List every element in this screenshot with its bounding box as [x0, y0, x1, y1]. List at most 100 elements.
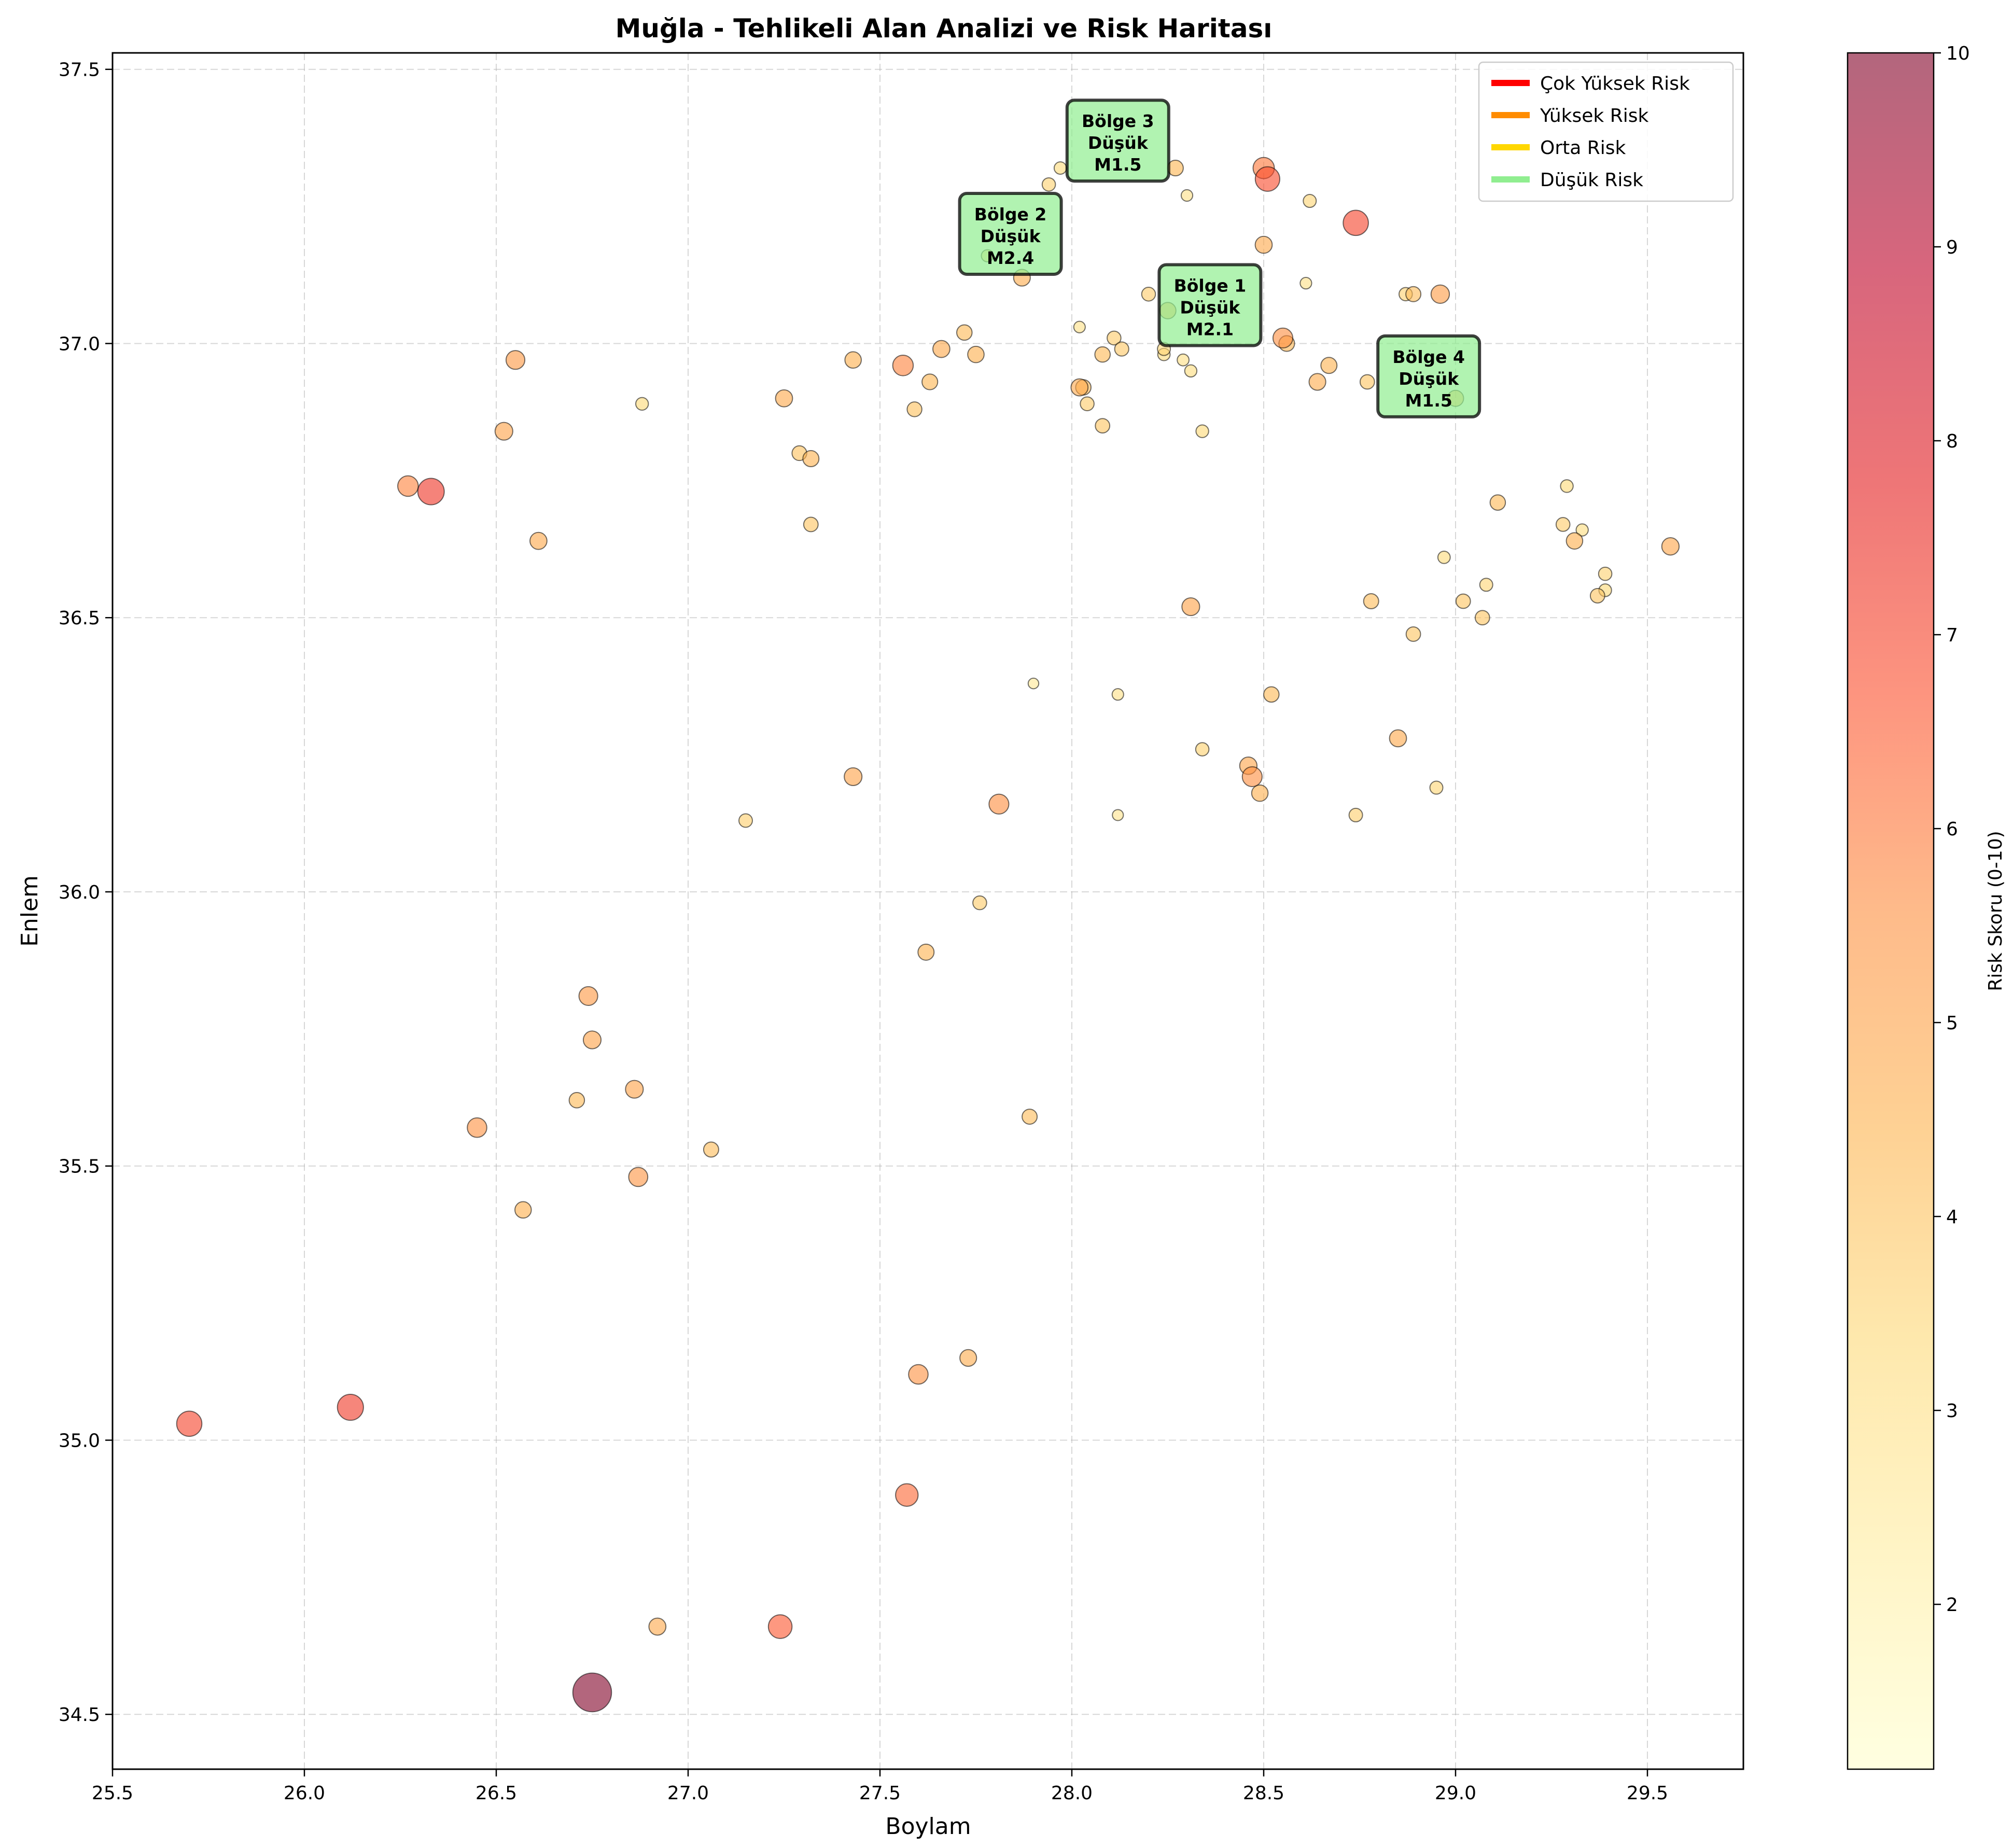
colorbar-tick-label: 3: [1946, 1401, 1958, 1422]
legend-label: Düşük Risk: [1540, 170, 1643, 191]
annotation-text: Bölge 1: [1174, 275, 1247, 296]
grid-lines: [112, 53, 1743, 1769]
data-point: [972, 895, 987, 911]
data-point: [1343, 209, 1369, 236]
data-point: [1263, 686, 1280, 703]
data-point: [1308, 373, 1326, 391]
data-point: [578, 986, 598, 1006]
data-point: [738, 813, 753, 828]
data-point: [844, 767, 863, 787]
data-point: [1184, 364, 1198, 378]
data-point: [505, 350, 526, 370]
annotation-box: [1065, 99, 1170, 183]
colorbar-tick-label: 2: [1946, 1594, 1958, 1616]
x-axis-ticks: 25.5 26.0 26.5 27.0 27.5 28.0 28.5 29.0 29.5: [92, 1769, 1668, 1804]
data-point: [1479, 578, 1493, 592]
x-tick-label: 29.5: [1627, 1783, 1668, 1804]
data-point: [514, 1201, 532, 1219]
y-axis-label: Enlem: [17, 875, 43, 947]
data-point: [1094, 346, 1111, 363]
legend-label: Yüksek Risk: [1540, 105, 1648, 127]
data-point: [803, 516, 819, 533]
data-point: [1080, 396, 1095, 412]
data-point: [1195, 424, 1209, 438]
colorbar-tick-label: 7: [1946, 625, 1958, 646]
plot-frame: [111, 52, 1744, 1770]
y-tick-label: 34.5: [59, 1704, 100, 1726]
colorbar-tick-label: 8: [1946, 431, 1958, 452]
legend-label: Orta Risk: [1540, 137, 1626, 159]
data-point: [582, 1030, 602, 1049]
data-point: [1241, 766, 1263, 788]
data-point: [1041, 177, 1056, 192]
data-point: [703, 1141, 719, 1158]
data-point: [1389, 729, 1407, 748]
data-point: [844, 351, 862, 369]
annotation-box: [1157, 263, 1263, 347]
data-point: [1107, 330, 1122, 346]
data-point: [529, 531, 548, 550]
data-point: [572, 1672, 612, 1713]
colorbar-ticks: 2 3 4 5 6 7 8 9 10: [1934, 43, 1970, 1616]
data-point: [1073, 320, 1086, 333]
data-point: [1437, 551, 1451, 564]
colorbar-tick-label: 6: [1946, 819, 1958, 840]
data-point: [1053, 161, 1067, 175]
x-tick-label: 27.0: [667, 1783, 709, 1804]
data-point: [397, 475, 419, 497]
data-point: [908, 1364, 929, 1385]
y-tick-label: 36.0: [59, 882, 100, 903]
data-point: [628, 1167, 649, 1187]
annotation-box: [958, 191, 1063, 276]
annotation-text: Düşük: [1180, 297, 1240, 317]
annotation-text: Bölge 3: [1082, 111, 1154, 131]
annotation-text: Düşük: [981, 226, 1041, 246]
annotation-text: Bölge 2: [974, 204, 1047, 225]
data-point: [1027, 677, 1040, 690]
data-point: [1555, 517, 1571, 532]
data-point: [625, 1080, 644, 1099]
y-tick-label: 35.5: [59, 1156, 100, 1178]
data-points: [176, 157, 1680, 1713]
data-point: [1303, 194, 1317, 208]
colorbar: [1847, 52, 1935, 1770]
data-point: [1111, 688, 1124, 701]
data-point: [1589, 588, 1605, 604]
data-point: [1363, 593, 1379, 610]
data-point: [1181, 597, 1200, 617]
data-point: [467, 1117, 487, 1138]
annotation-text: M2.4: [987, 248, 1034, 268]
data-point: [892, 354, 914, 376]
data-point: [1348, 807, 1363, 822]
legend: Çok Yüksek Risk Yüksek Risk Orta Risk Düşük…: [1478, 61, 1734, 202]
data-point: [1474, 610, 1490, 626]
data-point: [921, 373, 939, 390]
data-point: [1405, 626, 1421, 642]
annotation-text: Düşük: [1088, 133, 1149, 153]
y-tick-label: 36.5: [59, 608, 100, 629]
data-point: [956, 324, 973, 341]
data-point: [775, 389, 793, 408]
data-point: [1022, 1109, 1038, 1125]
data-point: [1095, 418, 1111, 434]
y-tick-label: 37.5: [59, 60, 100, 81]
data-point: [337, 1393, 364, 1421]
data-point: [1180, 189, 1194, 202]
data-point: [1489, 494, 1506, 511]
data-point: [906, 401, 922, 417]
data-point: [988, 793, 1010, 815]
annotation-box: [1376, 334, 1481, 418]
data-point: [635, 397, 649, 411]
data-point: [895, 1483, 919, 1507]
colorbar-label: Risk Skoru (0-10): [1985, 831, 2006, 991]
data-point: [1405, 286, 1422, 302]
y-tick-label: 37.0: [59, 333, 100, 355]
data-point: [802, 450, 820, 468]
colorbar-tick-label: 9: [1946, 237, 1958, 258]
legend-label: Çok Yüksek Risk: [1540, 73, 1690, 94]
annotation-text: Bölge 4: [1392, 347, 1465, 367]
